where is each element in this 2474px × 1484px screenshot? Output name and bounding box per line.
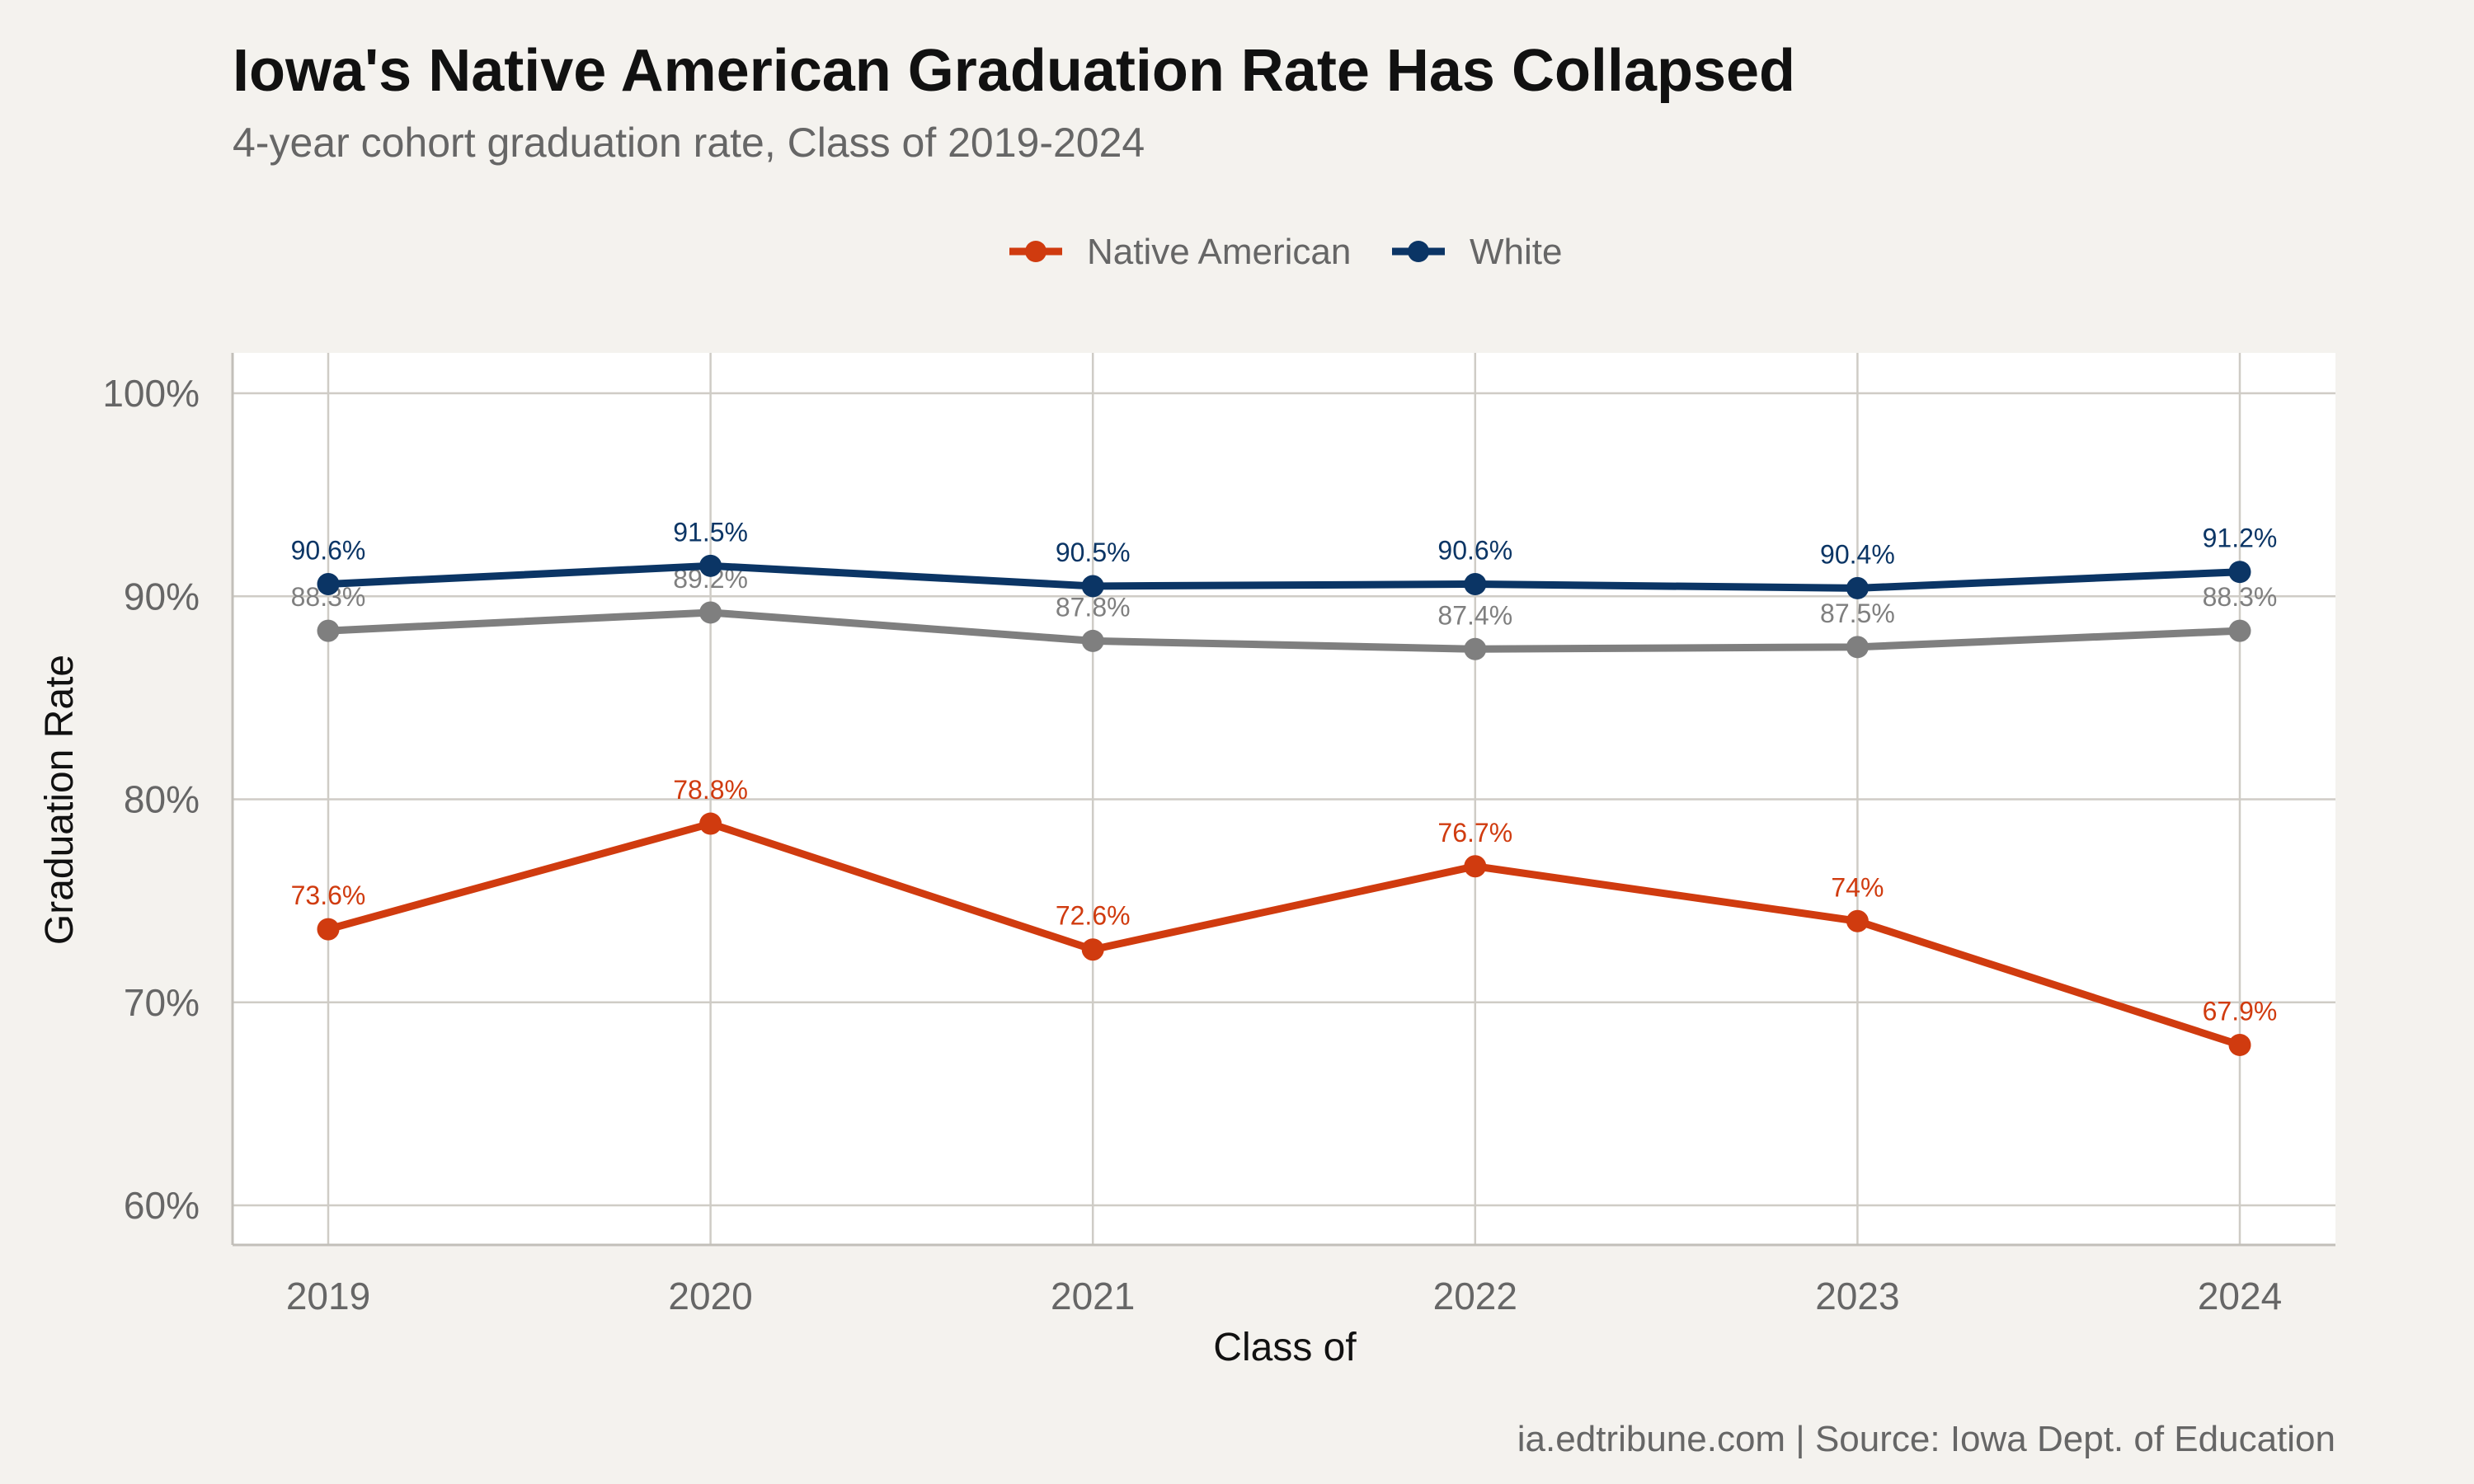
chart-subtitle: 4-year cohort graduation rate, Class of …: [233, 120, 1145, 166]
x-tick-label: 2020: [668, 1275, 752, 1317]
series-line: [324, 819, 2244, 1049]
data-point: [317, 619, 340, 642]
data-label: 76.7%: [1437, 818, 1512, 848]
data-label: 87.5%: [1820, 599, 1895, 628]
data-point: [699, 812, 722, 835]
data-label: 88.3%: [2203, 582, 2278, 612]
data-point: [699, 554, 722, 577]
legend-label: Native American: [1087, 232, 1351, 272]
series-native-american: 73.6% 78.8% 72.6% 76.7% 74% 67.9%: [291, 775, 2278, 1056]
x-tick-label: 2022: [1433, 1275, 1517, 1317]
data-point: [317, 918, 340, 941]
data-point: [317, 572, 340, 595]
legend-swatch-point: [1025, 241, 1047, 262]
data-point: [1081, 575, 1104, 598]
y-tick-label: 80%: [124, 778, 200, 821]
y-axis-title: Graduation Rate: [38, 655, 82, 945]
x-tick-label: 2024: [2198, 1275, 2282, 1317]
series-layer: 88.3%89.2%87.8% 87.4% 87.5%88.3%73.6%78.8%…: [291, 517, 2278, 1056]
data-point: [1081, 629, 1104, 652]
data-point: [2228, 619, 2251, 642]
legend-item-white: White: [1392, 232, 1562, 272]
series-line: [324, 608, 2244, 653]
data-label: 90.6%: [291, 535, 366, 565]
data-label: 90.6%: [1437, 535, 1512, 565]
legend-swatch-point: [1408, 241, 1429, 262]
data-point: [1081, 938, 1104, 961]
data-point: [699, 601, 722, 624]
source-caption: ia.edtribune.com | Source: Iowa Dept. of…: [1517, 1419, 2335, 1459]
legend-label: White: [1470, 232, 1562, 272]
data-point: [1846, 909, 1869, 932]
data-point: [1464, 637, 1487, 660]
data-point: [1846, 636, 1869, 659]
data-label: 90.4%: [1820, 539, 1895, 569]
data-label: 72.6%: [1056, 901, 1131, 931]
chart-title: Iowa's Native American Graduation Rate H…: [233, 38, 1795, 104]
series-reference: 88.3%89.2%87.8% 87.4% 87.5%88.3%: [291, 564, 2278, 660]
data-label: 91.5%: [673, 517, 748, 547]
y-tick-label: 90%: [124, 575, 200, 618]
data-label: 74%: [1831, 872, 1884, 902]
legend-item-native-american: Native American: [1009, 232, 1351, 272]
axes: 60% 70% 80% 90% 100% 2019 2020 2021 2022 2023 2024: [102, 353, 2335, 1317]
x-tick-label: 2021: [1051, 1275, 1135, 1317]
y-tick-label: 70%: [124, 981, 200, 1024]
data-point: [2228, 1033, 2251, 1056]
data-point: [1464, 855, 1487, 878]
y-tick-label: 100%: [102, 372, 200, 415]
data-label: 90.5%: [1056, 538, 1131, 567]
x-tick-label: 2019: [286, 1275, 370, 1317]
data-label: 73.6%: [291, 881, 366, 910]
data-label: 87.4%: [1437, 600, 1512, 630]
y-tick-label: 60%: [124, 1184, 200, 1227]
x-axis-title: Class of: [1213, 1326, 1357, 1369]
x-tick-label: 2023: [1815, 1275, 1899, 1317]
series-line: [324, 561, 2244, 592]
data-label: 78.8%: [673, 775, 748, 805]
data-label: 67.9%: [2203, 996, 2278, 1026]
data-label: 91.2%: [2203, 524, 2278, 553]
gridlines: [233, 353, 2335, 1245]
data-point: [1846, 576, 1869, 599]
data-point: [1464, 572, 1487, 595]
data-point: [2228, 561, 2251, 584]
legend: Native American White: [1009, 232, 1562, 272]
series-white: 90.6% 91.5% 90.5% 90.6% 90.4% 91.2%: [291, 517, 2278, 599]
